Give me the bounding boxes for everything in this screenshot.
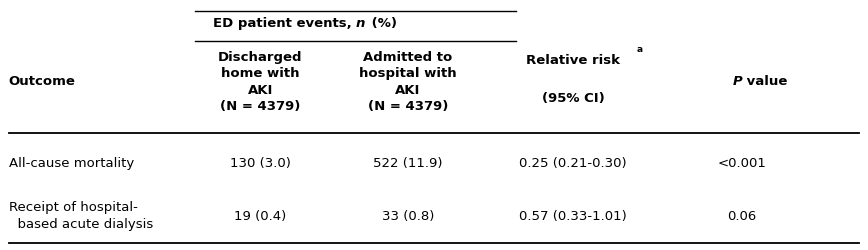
Text: (95% CI): (95% CI) <box>542 92 604 105</box>
Text: All-cause mortality: All-cause mortality <box>9 157 134 170</box>
Text: Admitted to
hospital with
AKI
(N = 4379): Admitted to hospital with AKI (N = 4379) <box>359 50 457 113</box>
Text: 0.06: 0.06 <box>727 210 757 223</box>
Text: P: P <box>733 76 742 88</box>
Text: 0.25 (0.21-0.30): 0.25 (0.21-0.30) <box>519 157 627 170</box>
Text: value: value <box>742 76 787 88</box>
Text: Receipt of hospital-
  based acute dialysis: Receipt of hospital- based acute dialysi… <box>9 202 153 231</box>
Text: Discharged
home with
AKI
(N = 4379): Discharged home with AKI (N = 4379) <box>218 50 303 113</box>
Text: Relative risk: Relative risk <box>526 54 620 67</box>
Text: ED patient events,: ED patient events, <box>213 17 356 30</box>
Text: 0.57 (0.33-1.01): 0.57 (0.33-1.01) <box>519 210 627 223</box>
Text: 19 (0.4): 19 (0.4) <box>234 210 286 223</box>
Text: (%): (%) <box>367 17 398 30</box>
Text: 130 (3.0): 130 (3.0) <box>230 157 291 170</box>
Text: 33 (0.8): 33 (0.8) <box>382 210 434 223</box>
Text: Outcome: Outcome <box>9 76 76 88</box>
Text: <0.001: <0.001 <box>718 157 766 170</box>
Text: a: a <box>636 45 642 54</box>
Text: n: n <box>356 17 365 30</box>
Text: 522 (11.9): 522 (11.9) <box>373 157 443 170</box>
